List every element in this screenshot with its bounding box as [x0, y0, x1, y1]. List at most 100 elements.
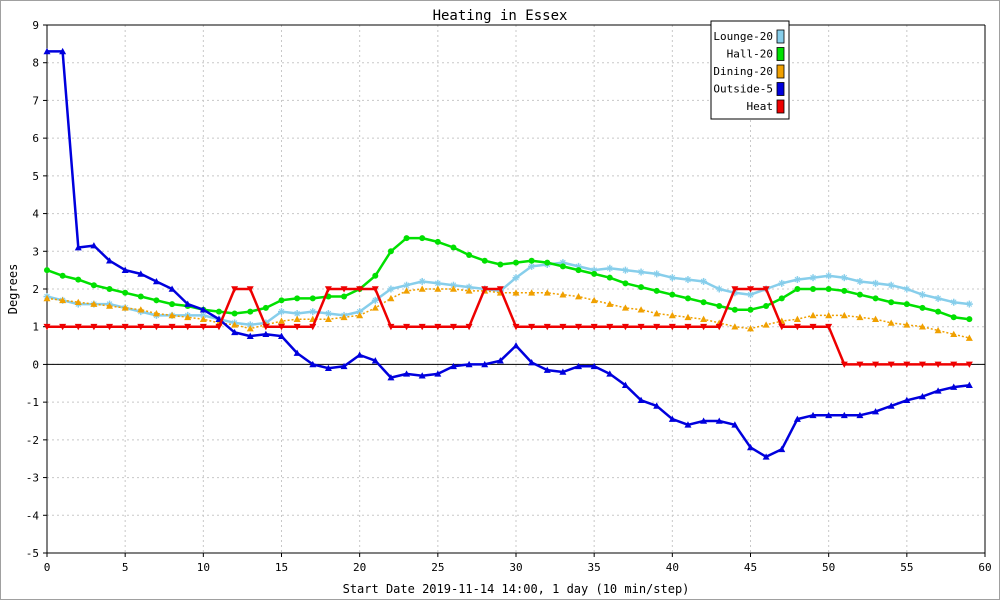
- data-point-heat: [731, 286, 739, 293]
- data-point-heat: [903, 361, 911, 368]
- data-point-dining-20: [731, 323, 739, 330]
- legend-label-heat: Heat: [747, 100, 774, 113]
- data-point-hall-20: [544, 259, 551, 266]
- data-point-lounge-20: [715, 285, 723, 293]
- data-point-heat: [137, 323, 145, 331]
- x-tick-label: 55: [900, 561, 913, 574]
- data-point-dining-20: [184, 313, 192, 321]
- data-point-lounge-20: [309, 308, 317, 316]
- data-point-lounge-20: [668, 274, 676, 282]
- data-point-outside-5: [575, 362, 583, 370]
- x-tick-label: 5: [122, 561, 129, 574]
- data-point-outside-5: [840, 411, 848, 419]
- data-point-hall-20: [872, 295, 879, 302]
- data-point-hall-20: [231, 310, 238, 317]
- data-point-hall-20: [731, 306, 738, 313]
- x-tick-label: 15: [275, 561, 288, 574]
- data-point-dining-20: [856, 313, 864, 321]
- data-point-hall-20: [75, 276, 82, 283]
- data-point-dining-20: [606, 300, 614, 307]
- data-point-hall-20: [90, 282, 97, 289]
- data-point-heat: [778, 323, 786, 331]
- data-point-heat: [934, 361, 942, 368]
- data-point-heat: [918, 361, 926, 368]
- data-point-hall-20: [575, 267, 582, 274]
- data-point-outside-5: [168, 285, 176, 292]
- data-point-heat: [825, 323, 833, 331]
- x-tick-label: 60: [978, 561, 991, 574]
- data-point-dining-20: [74, 298, 82, 305]
- axes: [43, 24, 986, 557]
- y-tick-label: 3: [32, 245, 39, 258]
- data-point-heat: [653, 323, 661, 331]
- data-point-heat: [637, 323, 645, 331]
- data-point-heat: [668, 323, 676, 331]
- data-point-dining-20: [903, 321, 911, 328]
- data-point-hall-20: [247, 308, 254, 315]
- data-point-hall-20: [341, 293, 348, 300]
- data-point-dining-20: [559, 291, 567, 298]
- data-point-dining-20: [403, 287, 411, 294]
- data-point-hall-20: [669, 291, 676, 298]
- data-point-dining-20: [528, 289, 536, 296]
- data-point-outside-5: [809, 411, 817, 419]
- data-point-outside-5: [918, 392, 926, 400]
- data-point-hall-20: [700, 299, 707, 306]
- data-point-lounge-20: [872, 279, 880, 287]
- data-point-outside-5: [481, 360, 489, 368]
- data-point-outside-5: [184, 300, 192, 307]
- data-point-lounge-20: [418, 277, 426, 285]
- data-point-hall-20: [294, 295, 301, 302]
- y-tick-label: -4: [26, 509, 40, 522]
- data-point-heat: [340, 286, 348, 293]
- data-point-hall-20: [903, 301, 910, 308]
- data-point-heat: [74, 323, 82, 331]
- data-point-outside-5: [356, 351, 364, 358]
- data-point-lounge-20: [528, 262, 536, 270]
- data-point-lounge-20: [918, 291, 926, 299]
- data-point-outside-5: [731, 421, 739, 428]
- data-point-hall-20: [716, 302, 723, 309]
- data-point-outside-5: [872, 408, 880, 415]
- data-point-dining-20: [653, 310, 661, 317]
- data-point-outside-5: [543, 366, 551, 373]
- data-point-hall-20: [44, 267, 50, 274]
- data-point-dining-20: [246, 325, 254, 332]
- data-point-outside-5: [246, 332, 254, 339]
- data-point-dining-20: [387, 294, 395, 302]
- data-point-lounge-20: [684, 276, 692, 284]
- data-point-lounge-20: [934, 294, 942, 302]
- data-point-dining-20: [59, 296, 67, 304]
- data-point-heat: [887, 361, 895, 368]
- data-point-outside-5: [684, 421, 692, 428]
- data-point-hall-20: [309, 295, 316, 302]
- x-tick-label: 30: [509, 561, 522, 574]
- x-tick-label: 20: [353, 561, 366, 574]
- data-point-heat: [324, 286, 332, 293]
- data-point-outside-5: [762, 453, 770, 460]
- data-point-outside-5: [965, 381, 973, 388]
- data-point-outside-5: [934, 387, 942, 394]
- data-point-lounge-20: [512, 274, 520, 282]
- data-point-hall-20: [653, 287, 660, 294]
- data-point-heat: [356, 286, 364, 293]
- legend-label-lounge-20: Lounge-20: [713, 30, 773, 43]
- data-point-dining-20: [700, 315, 708, 322]
- data-point-dining-20: [152, 310, 160, 317]
- data-point-hall-20: [825, 286, 832, 292]
- y-tick-label: -1: [26, 396, 39, 409]
- data-point-hall-20: [106, 286, 113, 292]
- data-point-hall-20: [794, 286, 801, 292]
- series-line-heat: [47, 287, 970, 366]
- data-point-hall-20: [856, 291, 863, 298]
- data-point-hall-20: [497, 261, 504, 268]
- data-point-dining-20: [356, 311, 364, 319]
- legend-swatch-dining-20: [776, 64, 785, 79]
- series-outside-5: [43, 47, 973, 460]
- data-point-hall-20: [763, 302, 770, 309]
- data-point-dining-20: [965, 334, 973, 341]
- data-point-hall-20: [215, 308, 222, 315]
- data-point-outside-5: [825, 411, 833, 419]
- data-point-lounge-20: [246, 321, 254, 329]
- data-point-dining-20: [762, 321, 770, 328]
